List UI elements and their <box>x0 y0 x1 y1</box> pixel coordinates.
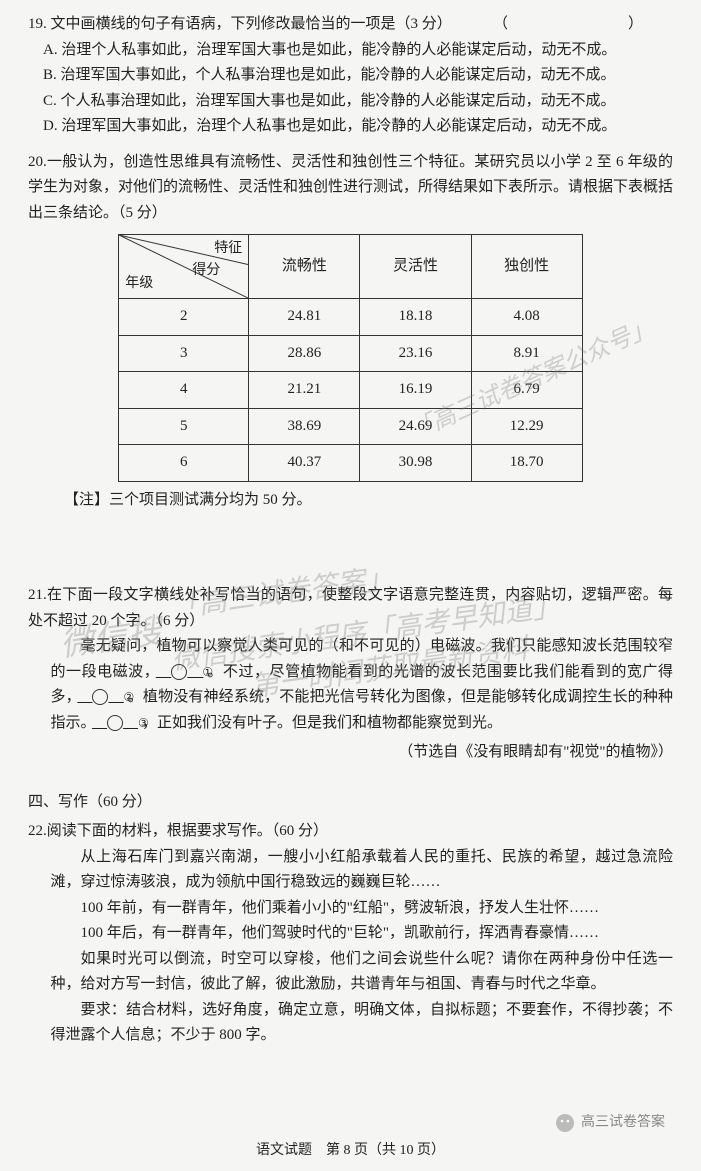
blank-2: ② <box>73 689 127 705</box>
val-cell: 8.91 <box>471 335 582 372</box>
table-header-row: 特征 得分 年级 流畅性 灵活性 独创性 <box>119 235 582 299</box>
page-footer: 语文试题 第 8 页（共 10 页） <box>0 1139 701 1163</box>
q20-table: 特征 得分 年级 流畅性 灵活性 独创性 2 24.81 18.18 4.08 … <box>118 234 582 482</box>
val-cell: 23.16 <box>360 335 471 372</box>
val-cell: 18.70 <box>471 445 582 482</box>
q21-stem: 在下面一段文字横线处补写恰当的语句，使整段文字语意完整连贯，内容贴切，逻辑严密。… <box>28 587 673 629</box>
table-row: 4 21.21 16.19 6.79 <box>119 372 582 409</box>
note-label: 【注】 <box>64 492 109 508</box>
table-row: 6 40.37 30.98 18.70 <box>119 445 582 482</box>
q22-p5: 要求：结合材料，选好角度，确定立意，明确文体，自拟标题；不要套作，不得抄袭；不得… <box>51 998 674 1049</box>
grade-cell: 5 <box>119 408 249 445</box>
val-cell: 6.79 <box>471 372 582 409</box>
grade-cell: 2 <box>119 299 249 336</box>
q21-passage: 毫无疑问，植物可以察觉人类可见的（和不可见的）电磁波。我们只能感知波长范围较窄的… <box>28 634 673 736</box>
question-19: 19. 文中画横线的句子有语病，下列修改最恰当的一项是（3 分） （ ） A. … <box>28 12 673 140</box>
section-4-head: 四、写作（60 分） <box>28 790 673 816</box>
q22-p3: 100 年后，有一群青年，他们驾驶时代的"巨轮"，凯歌前行，挥洒青春豪情…… <box>51 921 674 947</box>
q22-number: 22. <box>28 823 47 839</box>
q21-number: 21. <box>28 587 47 603</box>
q19-stem: 文中画横线的句子有语病，下列修改最恰当的一项是（3 分） <box>51 16 452 32</box>
diag-bottom-label: 年级 <box>125 272 153 296</box>
col-flexibility: 灵活性 <box>360 235 471 299</box>
col-originality: 独创性 <box>471 235 582 299</box>
blank-3: ③ <box>88 715 142 731</box>
answer-paren: （ ） <box>493 12 673 38</box>
q19-opt-d: D. 治理军国大事如此，治理个人私事也是如此，能冷静的人必能谋定后动，动无不成。 <box>28 114 673 140</box>
q22-p2: 100 年前，有一群青年，他们乘着小小的"红船"，劈波斩浪，抒发人生壮怀…… <box>51 896 674 922</box>
diag-top-label: 特征 <box>214 237 242 261</box>
wechat-attribution: 高三试卷答案 <box>555 1111 665 1135</box>
val-cell: 24.69 <box>360 408 471 445</box>
val-cell: 24.81 <box>249 299 360 336</box>
val-cell: 38.69 <box>249 408 360 445</box>
val-cell: 21.21 <box>249 372 360 409</box>
q22-p1: 从上海石库门到嘉兴南湖，一艘小小红船承载着人民的重托、民族的希望，越过急流险滩，… <box>51 845 674 896</box>
question-20: 20.一般认为，创造性思维具有流畅性、灵活性和独创性三个特征。某研究员以小学 2… <box>28 150 673 514</box>
q19-opt-b: B. 治理军国大事如此，个人私事治理也是如此，能冷静的人必能谋定后动，动无不成。 <box>28 63 673 89</box>
val-cell: 12.29 <box>471 408 582 445</box>
q21-p-end: ，正如我们没有叶子。但是我们和植物都能察觉到光。 <box>142 715 502 731</box>
wechat-text: 高三试卷答案 <box>581 1111 665 1135</box>
val-cell: 30.98 <box>360 445 471 482</box>
val-cell: 28.86 <box>249 335 360 372</box>
q20-number: 20. <box>28 154 47 170</box>
q20-stem-line: 20.一般认为，创造性思维具有流畅性、灵活性和独创性三个特征。某研究员以小学 2… <box>28 150 673 227</box>
note-text: 三个项目测试满分均为 50 分。 <box>109 492 312 508</box>
col-fluency: 流畅性 <box>249 235 360 299</box>
q19-opt-a: A. 治理个人私事如此，治理军国大事也是如此，能冷静的人必能谋定后动，动无不成。 <box>28 38 673 64</box>
val-cell: 16.19 <box>360 372 471 409</box>
q19-stem-line: 19. 文中画横线的句子有语病，下列修改最恰当的一项是（3 分） （ ） <box>28 12 673 38</box>
val-cell: 18.18 <box>360 299 471 336</box>
q22-p4: 如果时光可以倒流，时空可以穿梭，他们之间会说些什么呢？请你在两种身份中任选一种，… <box>51 947 674 998</box>
wechat-icon <box>555 1113 575 1133</box>
diag-header-cell: 特征 得分 年级 <box>119 235 249 299</box>
diag-mid-label: 得分 <box>192 259 220 283</box>
q21-source: （节选自《没有眼睛却有"视觉"的植物》） <box>28 740 673 766</box>
blank-1: ① <box>152 664 208 680</box>
grade-cell: 4 <box>119 372 249 409</box>
table-row: 5 38.69 24.69 12.29 <box>119 408 582 445</box>
val-cell: 40.37 <box>249 445 360 482</box>
q22-stem: 阅读下面的材料，根据要求写作。（60 分） <box>47 823 328 839</box>
question-22: 22.阅读下面的材料，根据要求写作。（60 分） 从上海石库门到嘉兴南湖，一艘小… <box>28 819 673 1049</box>
q20-note: 【注】三个项目测试满分均为 50 分。 <box>64 488 673 514</box>
grade-cell: 6 <box>119 445 249 482</box>
q19-number: 19. <box>28 16 47 32</box>
grade-cell: 3 <box>119 335 249 372</box>
table-row: 3 28.86 23.16 8.91 <box>119 335 582 372</box>
q20-stem: 一般认为，创造性思维具有流畅性、灵活性和独创性三个特征。某研究员以小学 2 至 … <box>28 154 673 221</box>
q21-stem-line: 21.在下面一段文字横线处补写恰当的语句，使整段文字语意完整连贯，内容贴切，逻辑… <box>28 583 673 634</box>
val-cell: 4.08 <box>471 299 582 336</box>
q22-stem-line: 22.阅读下面的材料，根据要求写作。（60 分） <box>28 819 673 845</box>
q19-opt-c: C. 个人私事治理如此，治理军国大事也是如此，能冷静的人必能谋定后动，动无不成。 <box>28 89 673 115</box>
table-row: 2 24.81 18.18 4.08 <box>119 299 582 336</box>
question-21: 21.在下面一段文字横线处补写恰当的语句，使整段文字语意完整连贯，内容贴切，逻辑… <box>28 583 673 766</box>
